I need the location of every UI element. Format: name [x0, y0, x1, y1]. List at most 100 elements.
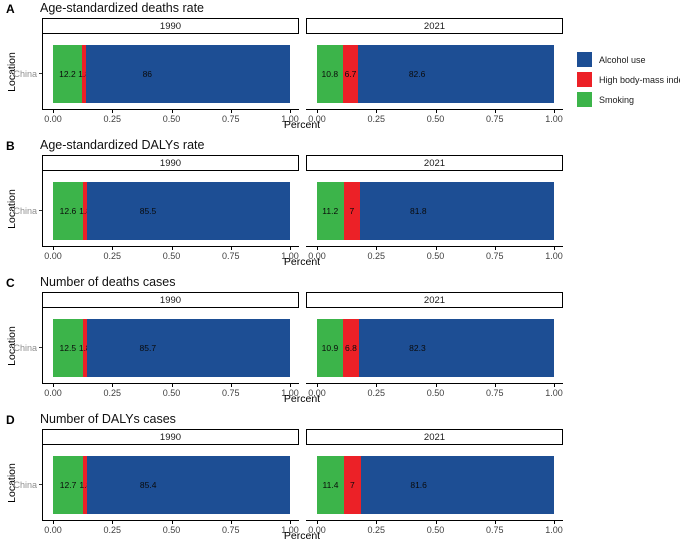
x-tick-label: 0.00 — [308, 388, 326, 398]
facet-strip-1990: 1990 — [42, 155, 299, 171]
bar-segment — [317, 182, 344, 240]
x-tick-mark — [317, 108, 319, 113]
facet-strip-label: 2021 — [423, 431, 446, 443]
x-tick-label: 0.25 — [103, 114, 122, 124]
x-tick-label: 0.75 — [221, 525, 240, 535]
bar-segment — [83, 456, 88, 514]
facet-strip-1990: 1990 — [42, 292, 299, 308]
panel-c: C Number of deaths cases Location China … — [0, 274, 680, 411]
y-axis-line — [42, 34, 44, 110]
x-tick-label: 0.00 — [308, 251, 326, 261]
legend-item-smoking: Smoking — [577, 92, 680, 107]
bar-value-label: 6.8 — [344, 343, 357, 353]
y-tick-mark — [38, 210, 42, 212]
x-tick-label: 1.00 — [545, 114, 563, 124]
bar-value-label: 7 — [349, 480, 355, 490]
legend-swatch-alcohol-use — [577, 52, 592, 67]
x-tick-label: 0.25 — [367, 388, 386, 398]
bar-value-label: 10.9 — [321, 343, 339, 353]
x-tick-label: 1.00 — [545, 251, 563, 261]
bar-value-label: 1.8 — [79, 480, 92, 490]
x-tick-label: 0.25 — [367, 251, 386, 261]
x-axis-line — [42, 245, 299, 247]
y-tick-label: China — [13, 206, 37, 216]
bar-value-label: 85.4 — [139, 480, 157, 490]
facet-strip-2021: 2021 — [306, 155, 563, 171]
panel-a: A Age-standardized deaths rate Location … — [0, 0, 680, 137]
stacked-bar-1990: 12.7 1.8 85.4 — [53, 456, 290, 514]
x-tick-mark — [494, 519, 496, 524]
x-tick-mark — [376, 245, 378, 250]
bar-segment — [53, 456, 84, 514]
bar-segment — [87, 182, 290, 240]
x-tick-label: 0.00 — [308, 525, 326, 535]
bar-segment — [317, 45, 343, 103]
bar-segment — [86, 319, 290, 377]
bar-segment — [358, 319, 554, 377]
x-tick-label: 0.75 — [485, 114, 504, 124]
x-tick-label: 0.75 — [221, 388, 240, 398]
bar-value-label: 12.2 — [59, 69, 76, 79]
x-axis-line — [306, 519, 563, 521]
bar-value-label: 85.5 — [139, 206, 157, 216]
x-tick-label: 1.00 — [281, 525, 299, 535]
facet-strip-label: 1990 — [159, 431, 182, 443]
x-axis-line — [42, 108, 299, 110]
x-tick-mark — [554, 382, 556, 387]
bar-segment — [342, 319, 359, 377]
facet-strip-2021: 2021 — [306, 429, 563, 445]
legend: Alcohol use High body-mass index Smoking — [577, 52, 680, 112]
x-tick-mark — [53, 245, 55, 250]
bar-segment — [360, 182, 554, 240]
x-tick-mark — [290, 108, 292, 113]
panel-letter: A — [6, 2, 15, 16]
x-axis-title: Percent — [283, 256, 321, 268]
x-tick-mark — [112, 108, 114, 113]
x-tick-label: 1.00 — [281, 388, 299, 398]
x-tick-mark — [112, 519, 114, 524]
stacked-bar-2021: 11.2 7 81.8 — [317, 182, 554, 240]
y-tick-mark — [38, 347, 42, 349]
x-tick-mark — [317, 382, 319, 387]
x-tick-label: 0.25 — [367, 525, 386, 535]
facet-strip-2021: 2021 — [306, 292, 563, 308]
x-axis-line — [42, 382, 299, 384]
bar-segment — [358, 45, 554, 103]
stacked-bar-1990: 12.5 1.8 85.7 — [53, 319, 290, 377]
facet-strip-label: 2021 — [423, 294, 446, 306]
x-tick-mark — [317, 519, 319, 524]
plot-area-1990: 12.2 1.8 86 0.00 0.25 0.50 0.75 1.00 — [42, 34, 299, 124]
bar-segment — [53, 45, 82, 103]
bar-value-label: 7 — [349, 206, 355, 216]
x-tick-mark — [435, 519, 437, 524]
y-tick-mark — [38, 73, 42, 75]
stacked-bar-2021: 11.4 7 81.6 — [317, 456, 554, 514]
x-tick-mark — [494, 108, 496, 113]
facet-strip-1990: 1990 — [42, 429, 299, 445]
bar-value-label: 12.5 — [59, 343, 77, 353]
x-tick-mark — [376, 382, 378, 387]
x-tick-mark — [230, 245, 232, 250]
x-tick-label: 0.75 — [485, 525, 504, 535]
facet-strip-label: 2021 — [423, 157, 446, 169]
bar-segment — [81, 45, 87, 103]
x-tick-label: 0.25 — [367, 114, 386, 124]
bar-value-label: 11.4 — [322, 480, 339, 490]
x-tick-label: 0.50 — [162, 251, 181, 261]
y-axis-line — [42, 171, 44, 247]
x-tick-label: 0.50 — [426, 114, 445, 124]
x-tick-mark — [171, 519, 173, 524]
bar-value-label: 12.7 — [59, 480, 77, 490]
y-axis-line — [42, 445, 44, 521]
bar-segment — [317, 319, 343, 377]
bar-segment — [53, 319, 83, 377]
bar-value-label: 81.6 — [410, 480, 427, 490]
x-tick-mark — [53, 519, 55, 524]
x-tick-label: 1.00 — [281, 251, 299, 261]
bar-value-label: 10.8 — [321, 69, 339, 79]
x-axis-title: Percent — [283, 530, 321, 542]
x-axis-title: Percent — [283, 119, 321, 131]
bar-segment — [344, 456, 361, 514]
x-tick-label: 0.00 — [44, 251, 62, 261]
bar-segment — [87, 456, 290, 514]
